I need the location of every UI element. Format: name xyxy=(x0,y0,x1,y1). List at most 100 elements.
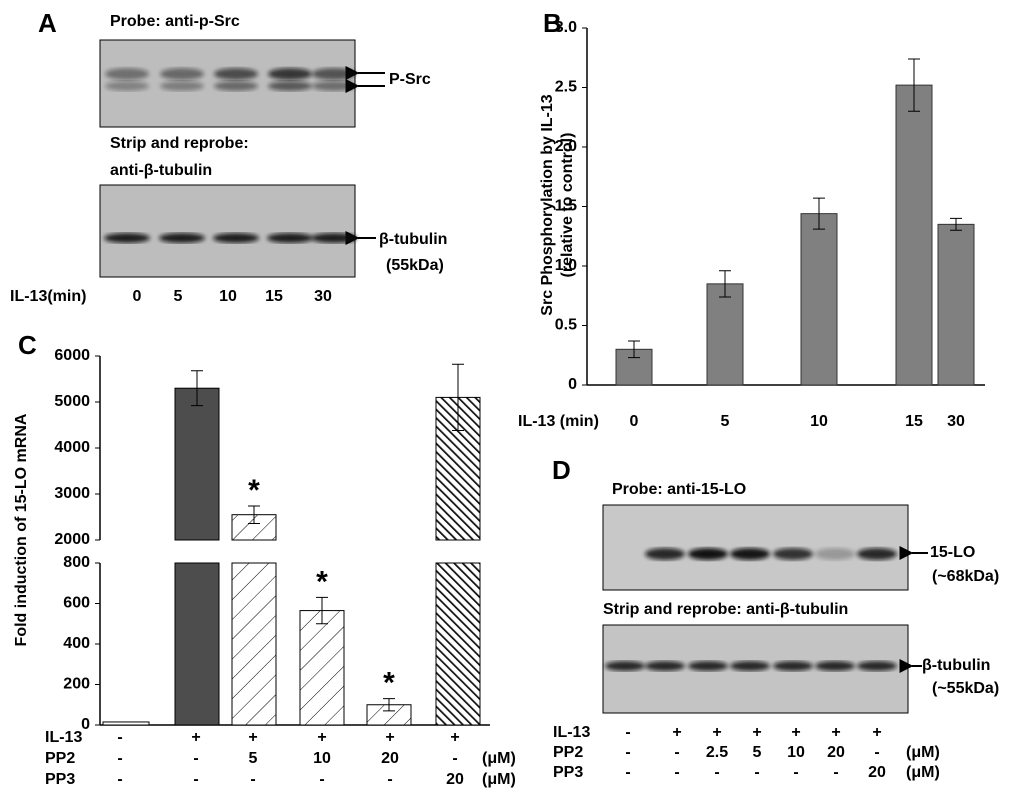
x-tick-label: 5 xyxy=(721,413,730,430)
condition-level: + xyxy=(672,724,681,741)
significance-mark: * xyxy=(248,474,260,507)
blot-band xyxy=(730,548,770,560)
bar xyxy=(896,85,932,385)
condition-level: 20 xyxy=(446,771,464,788)
condition-level: + xyxy=(191,729,200,746)
blot-band xyxy=(312,68,356,80)
condition-level: - xyxy=(714,764,719,781)
condition-level: 20 xyxy=(381,750,399,767)
panel-letter: D xyxy=(552,455,571,485)
condition-level: - xyxy=(625,744,630,761)
condition-level: + xyxy=(317,729,326,746)
lane-label: 10 xyxy=(219,288,237,305)
condition-level: + xyxy=(712,724,721,741)
blot-band xyxy=(160,68,204,80)
bar xyxy=(232,563,276,725)
condition-level: - xyxy=(833,764,838,781)
blot-band xyxy=(645,548,685,560)
y-tick-label: 0 xyxy=(568,376,577,393)
blot-band xyxy=(815,661,855,671)
blot-band xyxy=(268,68,312,80)
condition-level: + xyxy=(450,729,459,746)
blot-band xyxy=(214,68,258,80)
panel-letter: A xyxy=(38,8,57,38)
condition-level: - xyxy=(674,764,679,781)
condition-level: - xyxy=(387,771,392,788)
condition-level: - xyxy=(319,771,324,788)
condition-level: 10 xyxy=(787,744,805,761)
blot-band xyxy=(213,233,259,243)
y-tick-label: 800 xyxy=(63,554,90,571)
reprobe-label: anti-β-tubulin xyxy=(110,162,212,179)
blot-band xyxy=(160,81,204,91)
blot-band xyxy=(688,548,728,560)
probe-label: Probe: anti-p-Src xyxy=(110,13,240,30)
bar xyxy=(103,722,149,725)
blot xyxy=(100,185,355,277)
condition-name: IL-13 xyxy=(553,724,590,741)
blot-band xyxy=(105,81,149,91)
figure: A Probe: anti-p-Src P-Src Strip and repr… xyxy=(0,0,1026,794)
bar xyxy=(707,284,743,385)
condition-level: - xyxy=(117,771,122,788)
y-axis-label: (relative to control) xyxy=(559,133,576,278)
band-label: P-Src xyxy=(389,71,431,88)
condition-level: + xyxy=(385,729,394,746)
bar xyxy=(436,563,480,725)
condition-level: 20 xyxy=(868,764,886,781)
unit-label: (μM) xyxy=(482,771,516,788)
bar xyxy=(938,224,974,385)
condition-level: 2.5 xyxy=(706,744,728,761)
unit-label: (μM) xyxy=(906,764,940,781)
lane-title: IL-13(min) xyxy=(10,288,86,305)
blot-band xyxy=(857,548,897,560)
condition-level: 20 xyxy=(827,744,845,761)
y-axis-label: Fold induction of 15-LO mRNA xyxy=(13,413,30,646)
blot-band xyxy=(815,548,855,560)
condition-level: - xyxy=(452,750,457,767)
bar xyxy=(300,611,344,725)
band-label: β-tubulin xyxy=(922,657,990,674)
x-tick-label: 0 xyxy=(630,413,639,430)
blot-band xyxy=(214,81,258,91)
y-tick-label: 600 xyxy=(63,595,90,612)
y-tick-label: 6000 xyxy=(54,347,90,364)
bar xyxy=(801,214,837,385)
condition-name: PP3 xyxy=(553,764,583,781)
unit-label: (μM) xyxy=(482,750,516,767)
condition-level: - xyxy=(193,750,198,767)
condition-level: - xyxy=(117,729,122,746)
x-axis-label: IL-13 (min) xyxy=(518,413,599,430)
reprobe-label: Strip and reprobe: anti-β-tubulin xyxy=(603,601,848,618)
x-tick-label: 10 xyxy=(810,413,828,430)
y-tick-label: 0.5 xyxy=(555,317,577,334)
probe-label: Probe: anti-15-LO xyxy=(612,481,746,498)
x-tick-label: 15 xyxy=(905,413,923,430)
blot-band xyxy=(268,81,312,91)
condition-level: + xyxy=(872,724,881,741)
condition-name: PP2 xyxy=(553,744,583,761)
blot-band xyxy=(773,661,813,671)
condition-level: + xyxy=(791,724,800,741)
y-tick-label: 3000 xyxy=(54,485,90,502)
condition-level: - xyxy=(625,724,630,741)
reprobe-label: Strip and reprobe: xyxy=(110,135,249,152)
condition-level: - xyxy=(874,744,879,761)
blot-band xyxy=(267,233,313,243)
y-tick-label: 0 xyxy=(81,716,90,733)
lane-label: 30 xyxy=(314,288,332,305)
condition-level: 5 xyxy=(249,750,258,767)
blot-band xyxy=(688,661,728,671)
condition-name: PP2 xyxy=(45,750,75,767)
blot-band xyxy=(105,68,149,80)
y-axis-label: Src Phosphorylation by IL-13 xyxy=(539,94,556,315)
unit-label: (μM) xyxy=(906,744,940,761)
band-size: (~68kDa) xyxy=(932,568,999,585)
significance-mark: * xyxy=(316,565,328,598)
condition-name: PP3 xyxy=(45,771,75,788)
blot-band xyxy=(159,233,205,243)
condition-level: + xyxy=(248,729,257,746)
condition-level: + xyxy=(752,724,761,741)
band-size: (55kDa) xyxy=(386,257,444,274)
lane-label: 5 xyxy=(174,288,183,305)
